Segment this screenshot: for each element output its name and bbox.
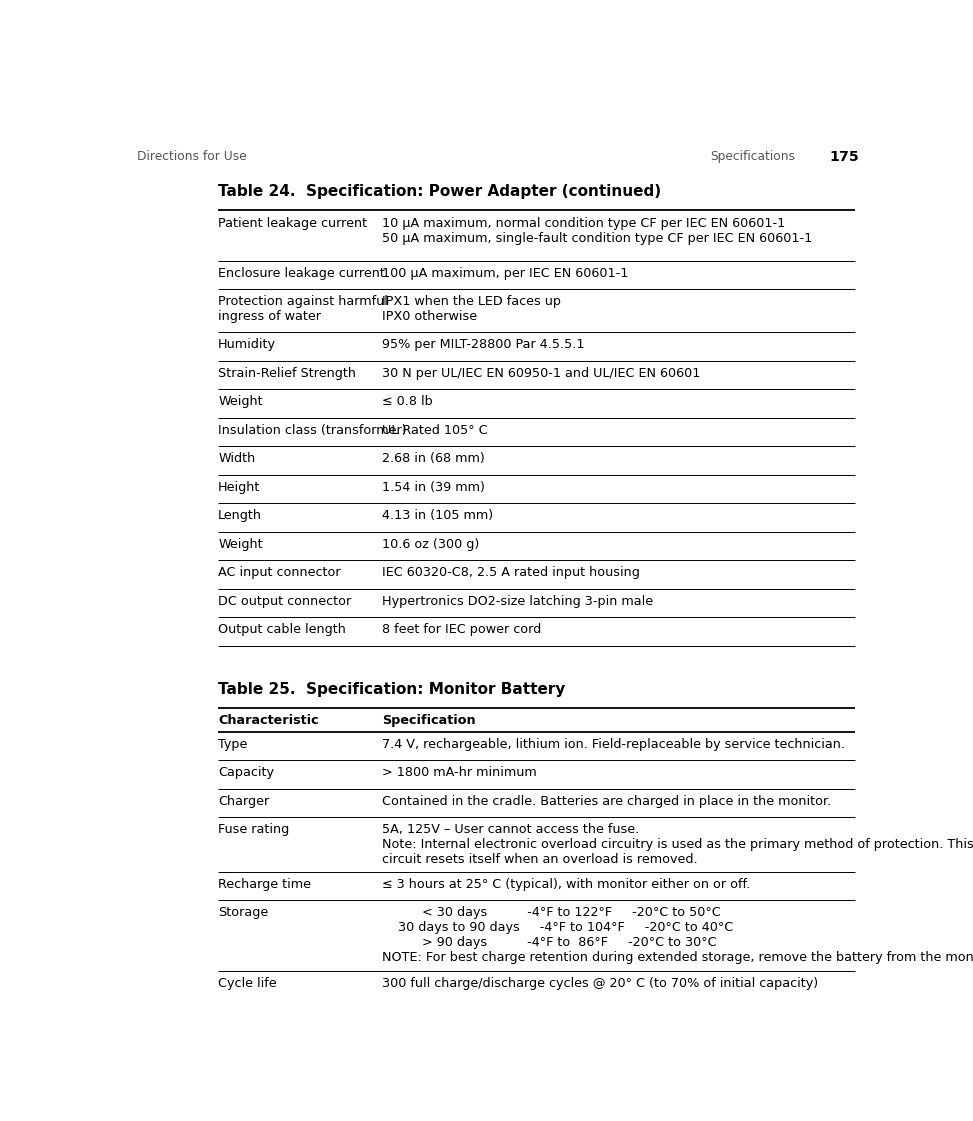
Text: 95% per MILT-28800 Par 4.5.5.1: 95% per MILT-28800 Par 4.5.5.1 bbox=[381, 339, 584, 351]
Text: 1.54 in (39 mm): 1.54 in (39 mm) bbox=[381, 481, 485, 493]
Text: Output cable length: Output cable length bbox=[218, 623, 346, 636]
Text: Height: Height bbox=[218, 481, 261, 493]
Text: Width: Width bbox=[218, 452, 255, 465]
Text: AC input connector: AC input connector bbox=[218, 566, 341, 580]
Text: Type: Type bbox=[218, 738, 247, 751]
Text: Table 25.  Specification: Monitor Battery: Table 25. Specification: Monitor Battery bbox=[218, 682, 565, 697]
Text: IPX1 when the LED faces up
IPX0 otherwise: IPX1 when the LED faces up IPX0 otherwis… bbox=[381, 295, 560, 323]
Text: ≤ 0.8 lb: ≤ 0.8 lb bbox=[381, 396, 433, 408]
Text: Protection against harmful
ingress of water: Protection against harmful ingress of wa… bbox=[218, 295, 388, 323]
Text: 8 feet for IEC power cord: 8 feet for IEC power cord bbox=[381, 623, 541, 636]
Text: Fuse rating: Fuse rating bbox=[218, 823, 289, 836]
Text: Recharge time: Recharge time bbox=[218, 878, 311, 891]
Text: 10 μA maximum, normal condition type CF per IEC EN 60601-1
50 μA maximum, single: 10 μA maximum, normal condition type CF … bbox=[381, 216, 812, 244]
Text: 2.68 in (68 mm): 2.68 in (68 mm) bbox=[381, 452, 485, 465]
Text: > 1800 mA-hr minimum: > 1800 mA-hr minimum bbox=[381, 767, 536, 779]
Text: Cycle life: Cycle life bbox=[218, 978, 276, 990]
Text: UL Rated 105° C: UL Rated 105° C bbox=[381, 424, 487, 437]
Text: Characteristic: Characteristic bbox=[218, 714, 319, 726]
Text: Table 24.  Specification: Power Adapter (continued): Table 24. Specification: Power Adapter (… bbox=[218, 184, 662, 198]
Text: Enclosure leakage current: Enclosure leakage current bbox=[218, 267, 385, 279]
Text: Hypertronics DO2-size latching 3-pin male: Hypertronics DO2-size latching 3-pin mal… bbox=[381, 594, 653, 608]
Text: 4.13 in (105 mm): 4.13 in (105 mm) bbox=[381, 509, 493, 522]
Text: DC output connector: DC output connector bbox=[218, 594, 351, 608]
Text: 300 full charge/discharge cycles @ 20° C (to 70% of initial capacity): 300 full charge/discharge cycles @ 20° C… bbox=[381, 978, 818, 990]
Text: IEC 60320-C8, 2.5 A rated input housing: IEC 60320-C8, 2.5 A rated input housing bbox=[381, 566, 639, 580]
Text: Weight: Weight bbox=[218, 396, 263, 408]
Text: 10.6 oz (300 g): 10.6 oz (300 g) bbox=[381, 538, 479, 550]
Text: 100 μA maximum, per IEC EN 60601-1: 100 μA maximum, per IEC EN 60601-1 bbox=[381, 267, 629, 279]
Text: Directions for Use: Directions for Use bbox=[136, 150, 246, 163]
Text: Patient leakage current: Patient leakage current bbox=[218, 216, 367, 230]
Text: 30 N per UL/IEC EN 60950-1 and UL/IEC EN 60601: 30 N per UL/IEC EN 60950-1 and UL/IEC EN… bbox=[381, 367, 701, 380]
Text: Capacity: Capacity bbox=[218, 767, 274, 779]
Text: Contained in the cradle. Batteries are charged in place in the monitor.: Contained in the cradle. Batteries are c… bbox=[381, 795, 831, 808]
Text: Insulation class (transformer): Insulation class (transformer) bbox=[218, 424, 407, 437]
Text: 5A, 125V – User cannot access the fuse.
Note: Internal electronic overload circu: 5A, 125V – User cannot access the fuse. … bbox=[381, 823, 973, 867]
Text: Specifications: Specifications bbox=[710, 150, 795, 163]
Text: 175: 175 bbox=[829, 150, 859, 164]
Text: ≤ 3 hours at 25° C (typical), with monitor either on or off.: ≤ 3 hours at 25° C (typical), with monit… bbox=[381, 878, 750, 891]
Text: Storage: Storage bbox=[218, 906, 269, 919]
Text: Charger: Charger bbox=[218, 795, 270, 808]
Text: Strain-Relief Strength: Strain-Relief Strength bbox=[218, 367, 356, 380]
Text: Length: Length bbox=[218, 509, 262, 522]
Text: < 30 days          -4°F to 122°F     -20°C to 50°C
    30 days to 90 days     -4: < 30 days -4°F to 122°F -20°C to 50°C 30… bbox=[381, 906, 973, 964]
Text: Humidity: Humidity bbox=[218, 339, 276, 351]
Text: Weight: Weight bbox=[218, 538, 263, 550]
Text: 7.4 V, rechargeable, lithium ion. Field-replaceable by service technician.: 7.4 V, rechargeable, lithium ion. Field-… bbox=[381, 738, 845, 751]
Text: Specification: Specification bbox=[381, 714, 476, 726]
